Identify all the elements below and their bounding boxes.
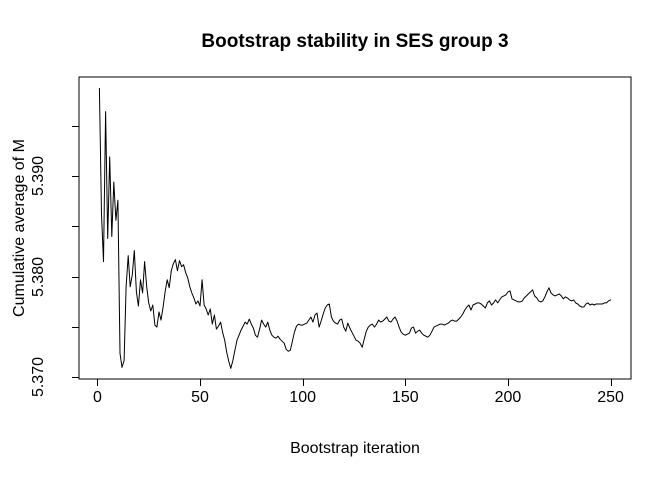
x-tick-label-100: 100 (289, 389, 316, 406)
chart-title: Bootstrap stability in SES group 3 (201, 31, 509, 52)
x-tick-label-200: 200 (494, 389, 522, 406)
x-tick-label-0: 0 (92, 389, 102, 406)
x-tick-label-50: 50 (191, 389, 209, 406)
y-tick-label-5.370: 5.370 (30, 357, 47, 398)
y-axis-title: Cumulative average of M (11, 139, 28, 317)
axis-tick-marks (72, 126, 612, 386)
x-tick-label-250: 250 (597, 389, 624, 406)
cumulative-average-line (98, 87, 612, 369)
plot-box-border (78, 76, 632, 380)
x-tick-label-150: 150 (391, 389, 419, 406)
x-axis-title: Bootstrap iteration (290, 440, 420, 457)
y-tick-label-5.390: 5.390 (30, 156, 47, 197)
y-tick-label-5.380: 5.380 (30, 256, 47, 297)
